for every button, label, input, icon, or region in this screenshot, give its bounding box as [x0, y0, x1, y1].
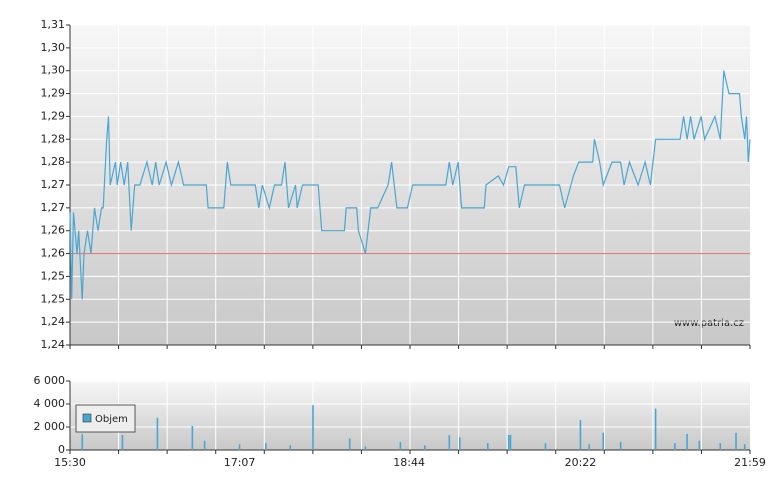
x-tick-label: 21:59	[734, 456, 766, 469]
volume-bar	[191, 425, 194, 450]
volume-bar	[619, 441, 622, 450]
y-tick-label: 1,27	[41, 201, 66, 214]
y-tick-label: 0	[58, 443, 65, 456]
volume-bar	[743, 444, 746, 450]
y-tick-label: 1,31	[41, 18, 66, 31]
volume-bar	[238, 444, 241, 450]
volume-bar	[735, 432, 737, 450]
y-tick-label: 1,25	[41, 292, 66, 305]
volume-bar	[602, 432, 604, 450]
y-tick-label: 1,29	[41, 109, 66, 122]
volume-bar	[264, 443, 267, 450]
volume-bar	[686, 433, 688, 450]
x-tick-label: 20:22	[565, 456, 597, 469]
volume-bar	[654, 408, 657, 450]
volume-bar	[486, 443, 489, 450]
volume-bar	[509, 435, 512, 450]
y-tick-label: 1,28	[41, 132, 66, 145]
volume-bar	[507, 435, 510, 450]
legend-swatch	[82, 413, 92, 423]
x-tick-label: 18:44	[393, 456, 425, 469]
volume-bar	[719, 443, 722, 450]
volume-bar	[588, 444, 590, 450]
x-tick-label: 15:30	[54, 456, 86, 469]
watermark: www.patria.cz	[674, 318, 744, 329]
volume-bar	[459, 437, 461, 450]
y-tick-label: 1,26	[41, 247, 66, 260]
y-tick-label: 1,28	[41, 155, 66, 168]
volume-bar	[81, 433, 84, 450]
volume-bar	[364, 446, 367, 450]
volume-bar	[399, 441, 402, 450]
y-tick-label: 1,29	[41, 87, 66, 100]
volume-bar	[312, 405, 314, 450]
x-tick-label: 17:07	[224, 456, 256, 469]
volume-bar	[424, 445, 426, 450]
volume-bar	[289, 445, 292, 450]
y-tick-label: 1,27	[41, 178, 66, 191]
price-line	[69, 70, 751, 300]
legend-label: Objem	[95, 414, 128, 425]
volume-bar	[448, 435, 451, 450]
y-tick-label: 1,30	[41, 41, 66, 54]
y-tick-label: 6 000	[34, 374, 66, 387]
volume-bar	[579, 420, 582, 450]
y-tick-label: 1,24	[41, 315, 66, 328]
y-tick-label: 4 000	[34, 397, 66, 410]
volume-bar	[348, 438, 351, 450]
y-tick-label: 1,30	[41, 64, 66, 77]
y-tick-label: 1,24	[41, 338, 66, 351]
volume-bar	[156, 417, 159, 450]
volume-bar	[674, 443, 676, 450]
volume-bar	[544, 443, 547, 450]
y-tick-label: 1,25	[41, 269, 66, 282]
volume-bar	[203, 440, 206, 450]
volume-bar	[698, 440, 701, 450]
y-tick-label: 1,26	[41, 224, 66, 237]
y-tick-label: 2 000	[34, 420, 66, 433]
volume-bar	[121, 435, 124, 450]
